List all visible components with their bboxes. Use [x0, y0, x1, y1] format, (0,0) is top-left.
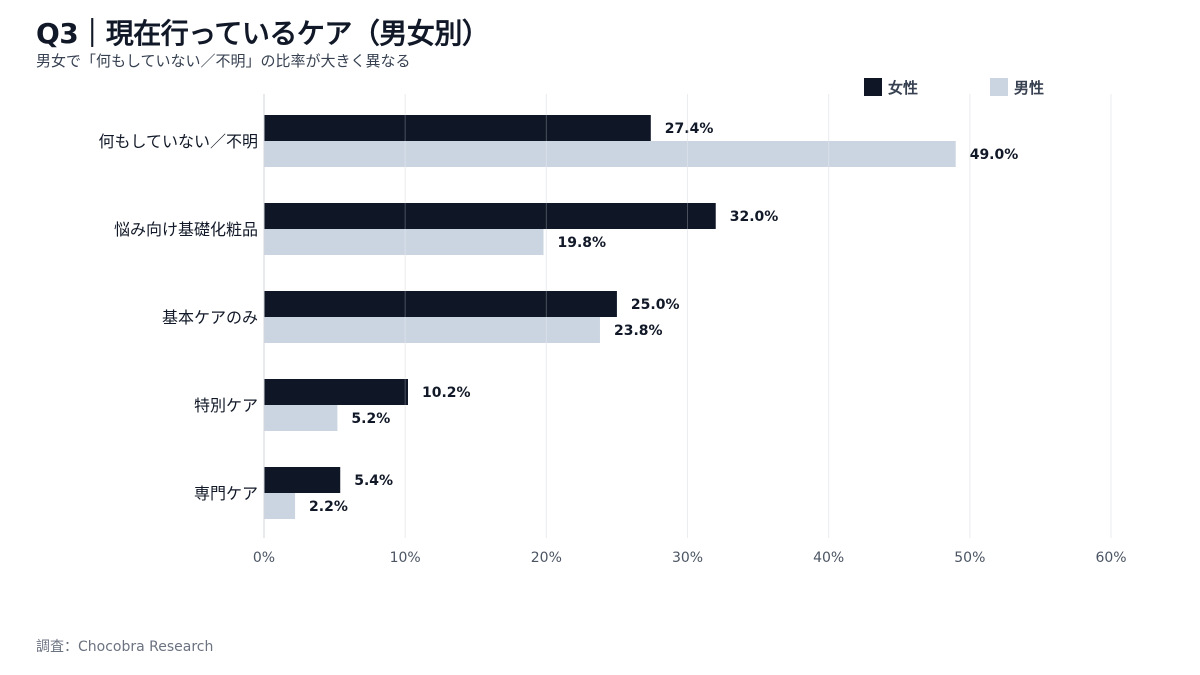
legend-swatch-male	[990, 78, 1008, 96]
legend-label: 女性	[888, 79, 918, 97]
bar-male	[264, 493, 296, 519]
legend-swatch-female	[864, 78, 882, 96]
category-label: 特別ケア	[194, 396, 258, 415]
bar-female	[264, 467, 341, 493]
data-label: 49.0%	[970, 147, 1019, 163]
bar-male	[264, 405, 338, 431]
category-label: 専門ケア	[194, 484, 258, 503]
bar-male	[264, 229, 544, 255]
data-label: 10.2%	[422, 385, 471, 401]
x-tick-label: 10%	[390, 550, 421, 566]
bar-male	[264, 317, 600, 343]
data-label: 2.2%	[309, 499, 348, 515]
bar-female	[264, 203, 716, 229]
category-label: 悩み向け基礎化粧品	[114, 220, 258, 239]
x-tick-label: 60%	[1095, 550, 1126, 566]
x-tick-label: 20%	[531, 550, 562, 566]
bar-female	[264, 379, 408, 405]
bar-male	[264, 141, 956, 167]
data-label: 27.4%	[665, 121, 714, 137]
chart-title: Q3｜現在行っているケア（男女別）	[36, 17, 490, 50]
legend-label: 男性	[1014, 79, 1044, 97]
category-label: 何もしていない／不明	[98, 132, 258, 151]
data-label: 5.4%	[354, 473, 393, 489]
data-label: 5.2%	[351, 411, 390, 427]
data-label: 23.8%	[614, 323, 663, 339]
data-label: 32.0%	[730, 209, 779, 225]
chart-subtitle: 男女で「何もしていない／不明」の比率が大きく異なる	[36, 52, 411, 70]
source-note: 調査：Chocobra Research	[36, 639, 214, 655]
x-tick-label: 50%	[954, 550, 985, 566]
bar-female	[264, 291, 617, 317]
bar-female	[264, 115, 651, 141]
x-tick-label: 40%	[813, 550, 844, 566]
data-label: 19.8%	[558, 235, 607, 251]
data-label: 25.0%	[631, 297, 680, 313]
x-tick-label: 30%	[672, 550, 703, 566]
x-tick-label: 0%	[253, 550, 275, 566]
category-label: 基本ケアのみ	[162, 308, 258, 327]
